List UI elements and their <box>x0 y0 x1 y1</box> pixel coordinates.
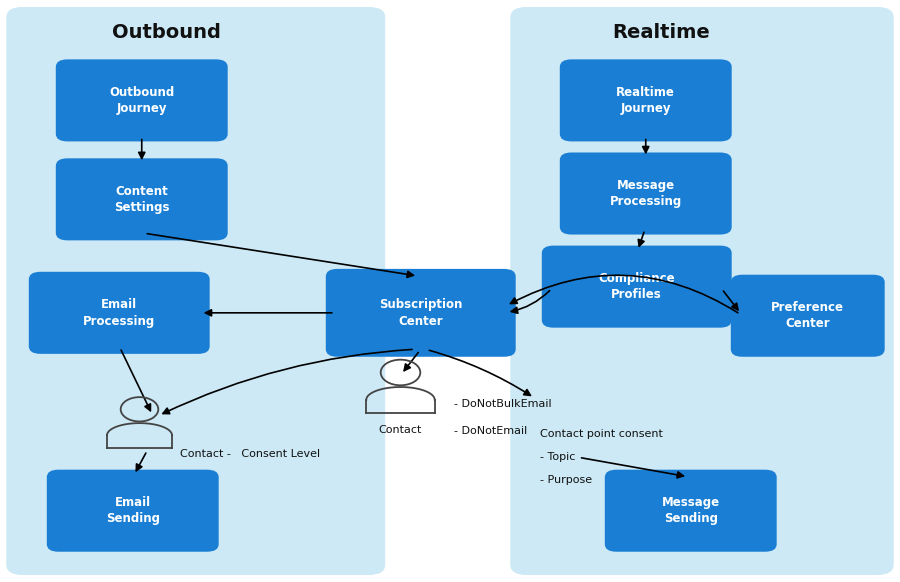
FancyBboxPatch shape <box>605 470 777 552</box>
Text: - Purpose: - Purpose <box>540 475 592 485</box>
FancyBboxPatch shape <box>542 246 732 328</box>
FancyBboxPatch shape <box>6 7 385 575</box>
FancyBboxPatch shape <box>560 59 732 141</box>
Text: Compliance
Profiles: Compliance Profiles <box>598 272 675 301</box>
FancyBboxPatch shape <box>731 275 885 357</box>
FancyBboxPatch shape <box>47 470 219 552</box>
Text: Contact point consent: Contact point consent <box>540 428 663 439</box>
FancyBboxPatch shape <box>326 269 516 357</box>
FancyBboxPatch shape <box>56 158 228 240</box>
Text: Content
Settings: Content Settings <box>114 184 169 214</box>
Text: Subscription
Center: Subscription Center <box>379 298 463 328</box>
Text: - DoNotBulkEmail: - DoNotBulkEmail <box>454 399 552 410</box>
Text: Message
Processing: Message Processing <box>609 179 682 208</box>
Text: Realtime
Journey: Realtime Journey <box>616 86 675 115</box>
FancyBboxPatch shape <box>29 272 210 354</box>
Text: Outbound: Outbound <box>112 23 220 41</box>
FancyBboxPatch shape <box>510 7 894 575</box>
FancyBboxPatch shape <box>56 59 228 141</box>
Text: Email
Processing: Email Processing <box>83 298 156 328</box>
Text: Email
Sending: Email Sending <box>106 496 160 526</box>
FancyBboxPatch shape <box>560 152 732 235</box>
Text: - Topic: - Topic <box>540 452 575 462</box>
Text: Contact -   Consent Level: Contact - Consent Level <box>180 449 320 459</box>
Text: Outbound
Journey: Outbound Journey <box>109 86 175 115</box>
Text: Contact: Contact <box>379 425 422 435</box>
Text: Message
Sending: Message Sending <box>662 496 720 526</box>
Text: Realtime: Realtime <box>613 23 710 41</box>
Text: - DoNotEmail: - DoNotEmail <box>454 425 527 436</box>
Text: Preference
Center: Preference Center <box>771 301 844 331</box>
